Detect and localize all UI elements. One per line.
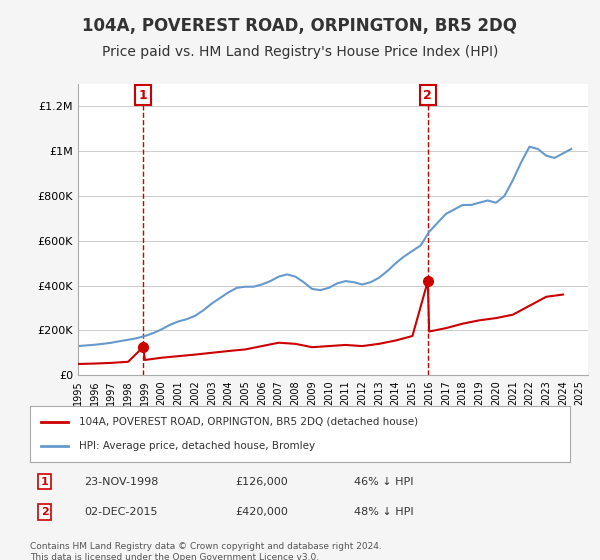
- Text: HPI: Average price, detached house, Bromley: HPI: Average price, detached house, Brom…: [79, 441, 315, 451]
- Text: 48% ↓ HPI: 48% ↓ HPI: [354, 507, 413, 517]
- Text: 104A, POVEREST ROAD, ORPINGTON, BR5 2DQ: 104A, POVEREST ROAD, ORPINGTON, BR5 2DQ: [83, 17, 517, 35]
- Text: This data is licensed under the Open Government Licence v3.0.: This data is licensed under the Open Gov…: [30, 553, 319, 560]
- Text: 1: 1: [139, 88, 148, 102]
- Text: £420,000: £420,000: [235, 507, 288, 517]
- Text: Price paid vs. HM Land Registry's House Price Index (HPI): Price paid vs. HM Land Registry's House …: [102, 45, 498, 59]
- Text: Contains HM Land Registry data © Crown copyright and database right 2024.: Contains HM Land Registry data © Crown c…: [30, 542, 382, 551]
- Text: 2: 2: [424, 88, 432, 102]
- Text: 1: 1: [41, 477, 49, 487]
- Text: 46% ↓ HPI: 46% ↓ HPI: [354, 477, 413, 487]
- Text: 104A, POVEREST ROAD, ORPINGTON, BR5 2DQ (detached house): 104A, POVEREST ROAD, ORPINGTON, BR5 2DQ …: [79, 417, 418, 427]
- Text: £126,000: £126,000: [235, 477, 288, 487]
- Text: 02-DEC-2015: 02-DEC-2015: [84, 507, 157, 517]
- Text: 23-NOV-1998: 23-NOV-1998: [84, 477, 158, 487]
- Text: 2: 2: [41, 507, 49, 517]
